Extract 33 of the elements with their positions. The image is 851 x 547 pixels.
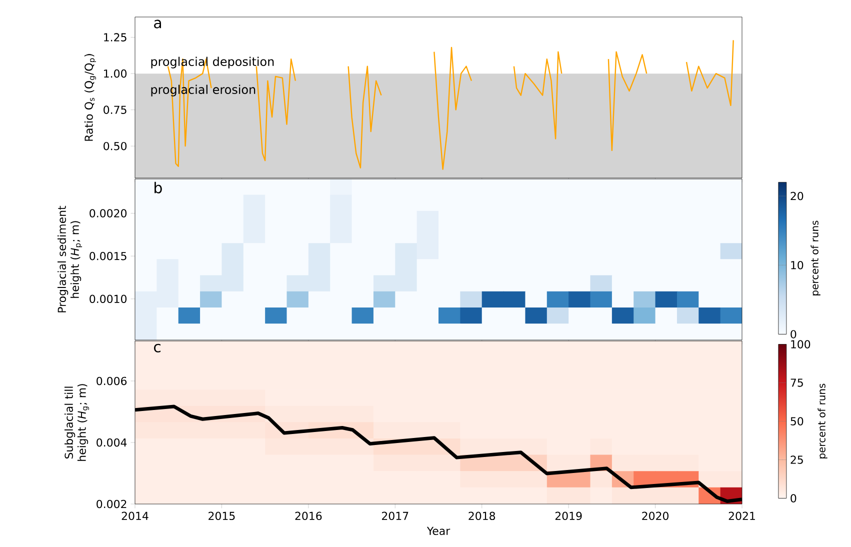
x-tick-label: 2016 [295, 512, 322, 520]
x-tick-label: 2017 [382, 512, 408, 520]
x-tick-label: 2014 [122, 512, 148, 520]
y-tick-label: 0.0020 [90, 209, 127, 218]
y-tick-label: 1.25 [104, 33, 126, 42]
y-tick-label: 0.75 [104, 106, 126, 114]
color-bar-title: percent of runs [818, 384, 828, 458]
annotation: a [154, 20, 161, 28]
y-tick-label: 0.50 [104, 142, 127, 150]
y-tick-label: 0.0015 [90, 252, 126, 260]
color-bar-label: 25 [790, 456, 803, 464]
annotation: b [154, 182, 162, 194]
y-axis-title: Ratio Q$_{s}$ (Q$_{g}$/Q$_{p}$) [84, 54, 96, 141]
color-bar-label: 75 [790, 378, 803, 387]
x-tick-label: 2021 [728, 512, 755, 520]
color-bar-label: 0 [790, 494, 796, 502]
x-tick-label: 2018 [468, 512, 496, 520]
color-bar-title: percent of runs [810, 220, 820, 296]
x-axis-title: Year [426, 526, 450, 536]
y-tick-label: 0.004 [96, 438, 127, 447]
color-bar-label: 0 [790, 330, 796, 338]
x-tick-label: 2020 [642, 512, 668, 520]
x-tick-label: 2019 [555, 512, 582, 520]
color-bar-label: 100 [791, 340, 810, 348]
y-tick-label: 0.006 [96, 376, 127, 386]
x-tick-label: 2015 [208, 512, 235, 520]
y-tick-label: 0.0010 [90, 294, 127, 304]
color-bar-label: 20 [790, 192, 804, 200]
y-tick-label: 1.00 [104, 69, 127, 78]
y-tick-label: 0.002 [96, 500, 126, 508]
annotation: c [154, 344, 160, 352]
color-bar-label: 50 [790, 417, 804, 426]
color-bar-label: 10 [791, 260, 804, 270]
